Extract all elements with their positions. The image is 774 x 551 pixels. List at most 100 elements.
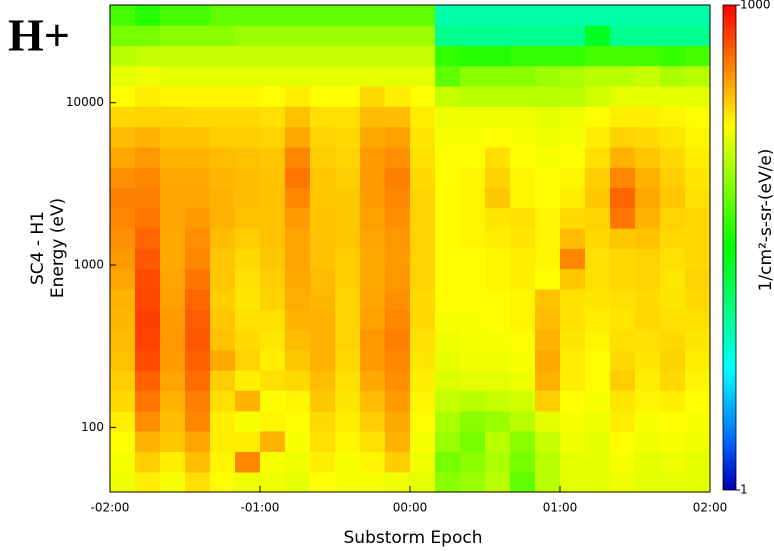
heatmap-cell	[385, 65, 411, 87]
heatmap-cell	[435, 126, 461, 148]
heatmap-cell	[210, 289, 236, 310]
heatmap-cell	[335, 349, 361, 371]
heatmap-cell	[660, 451, 686, 473]
heatmap-cell	[235, 86, 261, 107]
heatmap-cell	[260, 228, 286, 249]
heatmap-cell	[660, 65, 686, 87]
heatmap-cell	[385, 451, 411, 473]
heatmap-cell	[360, 472, 386, 493]
heatmap-cell	[660, 411, 686, 432]
heatmap-cell	[485, 472, 511, 493]
heatmap-cell	[210, 451, 236, 473]
heatmap-cell	[385, 5, 411, 26]
heatmap-cell	[685, 390, 711, 412]
heatmap-cell	[160, 65, 186, 87]
heatmap-cell	[410, 451, 436, 473]
heatmap-cell	[510, 289, 536, 310]
heatmap-cell	[110, 167, 136, 189]
heatmap-cell	[185, 86, 211, 107]
heatmap-cell	[135, 268, 161, 290]
heatmap-cell	[335, 25, 361, 46]
heatmap-cell	[210, 65, 236, 87]
heatmap-cell	[335, 370, 361, 391]
heatmap-cell	[635, 126, 661, 148]
heatmap-cell	[585, 25, 611, 46]
heatmap-cell	[560, 431, 586, 452]
heatmap-cell	[335, 431, 361, 452]
heatmap-cell	[535, 5, 561, 26]
heatmap-cell	[185, 411, 211, 432]
heatmap-cell	[510, 106, 536, 128]
heatmap-cell	[310, 370, 336, 391]
heatmap-cell	[435, 5, 461, 26]
heatmap-cell	[660, 329, 686, 351]
heatmap-cell	[185, 65, 211, 87]
heatmap-cell	[110, 5, 136, 26]
heatmap-cell	[635, 25, 661, 46]
heatmap-cell	[260, 45, 286, 67]
heatmap-cell	[335, 472, 361, 493]
heatmap-cell	[260, 370, 286, 391]
heatmap-cell	[110, 431, 136, 452]
heatmap-cell	[410, 309, 436, 331]
heatmap-cell	[360, 431, 386, 452]
heatmap-cell	[260, 349, 286, 371]
heatmap-cell	[435, 167, 461, 189]
heatmap-cell	[160, 187, 186, 209]
heatmap-cell	[260, 65, 286, 87]
heatmap-cell	[460, 228, 486, 249]
heatmap-cell	[635, 86, 661, 107]
heatmap-cell	[260, 451, 286, 473]
heatmap-cell	[685, 106, 711, 128]
heatmap-cell	[460, 167, 486, 189]
heatmap-cell	[585, 228, 611, 249]
heatmap-cell	[610, 248, 636, 270]
heatmap-cell	[535, 65, 561, 87]
heatmap-cell	[460, 431, 486, 452]
heatmap-cell	[260, 248, 286, 270]
heatmap-cell	[685, 65, 711, 87]
heatmap-cell	[585, 289, 611, 310]
heatmap-cell	[585, 370, 611, 391]
heatmap-cell	[360, 268, 386, 290]
heatmap-cell	[510, 349, 536, 371]
heatmap-cell	[160, 411, 186, 432]
heatmap-cell	[360, 329, 386, 351]
heatmap-cell	[635, 289, 661, 310]
heatmap-cell	[485, 431, 511, 452]
heatmap-cell	[235, 349, 261, 371]
heatmap-cell	[660, 349, 686, 371]
heatmap-cell	[385, 106, 411, 128]
heatmap-cell	[310, 268, 336, 290]
heatmap-cell	[110, 228, 136, 249]
heatmap-cell	[410, 187, 436, 209]
heatmap-cell	[335, 106, 361, 128]
y-tick-label: 1000	[73, 258, 104, 272]
heatmap-cell	[485, 167, 511, 189]
heatmap-cell	[235, 268, 261, 290]
heatmap-cell	[135, 329, 161, 351]
heatmap-cell	[610, 5, 636, 26]
heatmap-cell	[310, 248, 336, 270]
heatmap-cell	[510, 65, 536, 87]
heatmap-cell	[585, 106, 611, 128]
heatmap-cell	[485, 370, 511, 391]
heatmap-cell	[510, 187, 536, 209]
heatmap-cell	[485, 187, 511, 209]
heatmap-cell	[160, 147, 186, 168]
x-tick-label: 01:00	[543, 501, 578, 515]
heatmap-cell	[460, 370, 486, 391]
heatmap-cell	[660, 431, 686, 452]
heatmap-cell	[160, 207, 186, 229]
heatmap-cell	[610, 228, 636, 249]
heatmap-cell	[235, 45, 261, 67]
heatmap-cell	[110, 45, 136, 67]
heatmap-cell	[585, 329, 611, 351]
heatmap-cell	[460, 289, 486, 310]
heatmap-cell	[660, 25, 686, 46]
heatmap-cell	[385, 228, 411, 249]
heatmap-cell	[685, 268, 711, 290]
heatmap-cell	[160, 5, 186, 26]
heatmap-cell	[335, 167, 361, 189]
heatmap-cell	[610, 126, 636, 148]
